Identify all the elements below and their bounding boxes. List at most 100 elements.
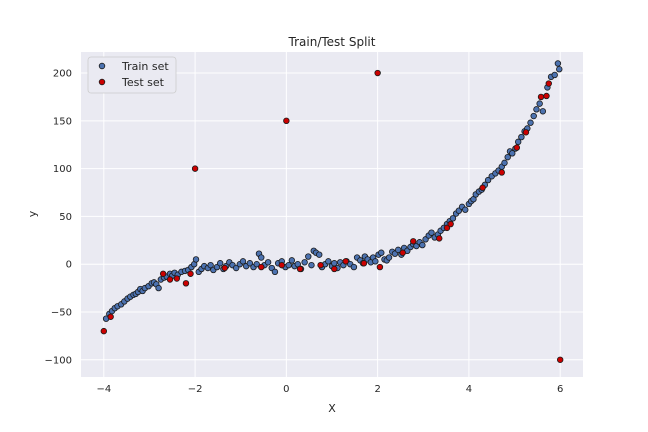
train-point <box>527 119 534 126</box>
test-point <box>100 327 108 335</box>
y-tick-label: 200 <box>53 69 72 80</box>
test-point <box>258 263 265 271</box>
train-point <box>325 258 332 265</box>
x-tick-label: 2 <box>374 384 380 395</box>
train-point <box>288 257 296 264</box>
y-tick-label: −100 <box>45 355 72 366</box>
plot-background <box>81 52 583 377</box>
test-point <box>556 356 564 363</box>
train-point <box>428 229 435 236</box>
train-point <box>518 133 525 141</box>
test-point <box>399 249 406 256</box>
data-points <box>100 60 564 363</box>
test-point <box>543 92 550 100</box>
test-point <box>342 258 349 265</box>
train-point <box>536 100 543 107</box>
train-point <box>514 138 522 146</box>
legend-box <box>87 56 177 94</box>
test-point <box>107 313 114 320</box>
x-tick-label: 4 <box>466 384 472 395</box>
train-point <box>216 260 224 267</box>
train-point <box>264 259 272 266</box>
y-tick-label: 100 <box>53 164 72 175</box>
train-point <box>501 159 508 167</box>
train-point <box>271 268 279 276</box>
test-point <box>410 238 417 245</box>
train-point <box>239 258 247 265</box>
test-point <box>182 280 190 287</box>
x-axis-label: X <box>328 402 336 415</box>
test-point <box>522 129 530 136</box>
train-point <box>394 246 402 254</box>
series-test <box>100 69 564 363</box>
train-point <box>539 108 547 115</box>
train-point <box>155 284 162 292</box>
train-point <box>308 261 315 269</box>
y-tick-label: 150 <box>53 116 72 127</box>
test-point <box>513 144 521 151</box>
y-tick-label: 0 <box>66 260 72 271</box>
legend-label-train: Train set <box>121 60 169 73</box>
train-point <box>449 215 457 222</box>
test-point <box>376 263 384 271</box>
train-point <box>378 249 385 256</box>
test-point <box>537 93 545 101</box>
train-point <box>207 261 214 269</box>
test-point <box>296 265 304 273</box>
test-point <box>545 80 552 87</box>
train-point <box>533 106 540 113</box>
train-point <box>192 256 200 263</box>
legend-marker-test <box>98 78 106 86</box>
train-point <box>504 153 511 161</box>
test-point <box>278 261 285 269</box>
chart-title: Train/Test Split <box>288 35 376 49</box>
test-point <box>374 69 381 77</box>
y-tick-label: −50 <box>51 308 72 319</box>
test-point <box>173 275 181 282</box>
y-axis-ticks: −100 −50 0 50 100 150 200 <box>45 69 72 367</box>
train-point <box>372 258 379 265</box>
train-point <box>246 260 254 267</box>
y-tick-label: 50 <box>59 212 72 223</box>
train-point <box>551 71 558 79</box>
test-point <box>331 265 338 273</box>
legend: Train set Test set <box>87 56 177 94</box>
test-point <box>479 184 486 191</box>
train-point <box>305 253 312 260</box>
test-point <box>187 270 194 277</box>
train-point <box>301 259 308 266</box>
train-point <box>556 66 563 73</box>
test-point <box>443 224 451 232</box>
train-point <box>484 176 492 184</box>
train-point <box>253 261 260 268</box>
train-point <box>316 251 323 258</box>
test-point <box>436 235 443 242</box>
train-point <box>232 264 240 272</box>
legend-marker-train <box>98 62 106 70</box>
train-point <box>285 261 292 269</box>
test-point <box>360 260 368 267</box>
x-axis-ticks: −4 −2 0 2 4 6 <box>96 384 563 395</box>
x-tick-label: 0 <box>283 384 289 395</box>
test-point <box>447 220 454 228</box>
train-point <box>462 206 469 213</box>
test-point <box>221 264 228 272</box>
x-tick-label: −2 <box>188 384 203 395</box>
train-point <box>385 254 393 261</box>
x-tick-label: 6 <box>557 384 563 395</box>
train-point <box>419 241 426 249</box>
train-point <box>258 254 265 261</box>
y-axis-label: y <box>26 210 39 217</box>
test-point <box>317 261 324 269</box>
train-point <box>554 60 562 67</box>
test-point <box>191 165 199 172</box>
train-point <box>509 150 516 157</box>
train-point <box>350 263 358 271</box>
legend-label-test: Test set <box>121 76 165 89</box>
test-point <box>498 169 505 176</box>
test-point <box>166 276 174 283</box>
x-tick-label: −4 <box>96 384 111 395</box>
test-point <box>283 117 290 125</box>
test-point <box>159 270 167 277</box>
